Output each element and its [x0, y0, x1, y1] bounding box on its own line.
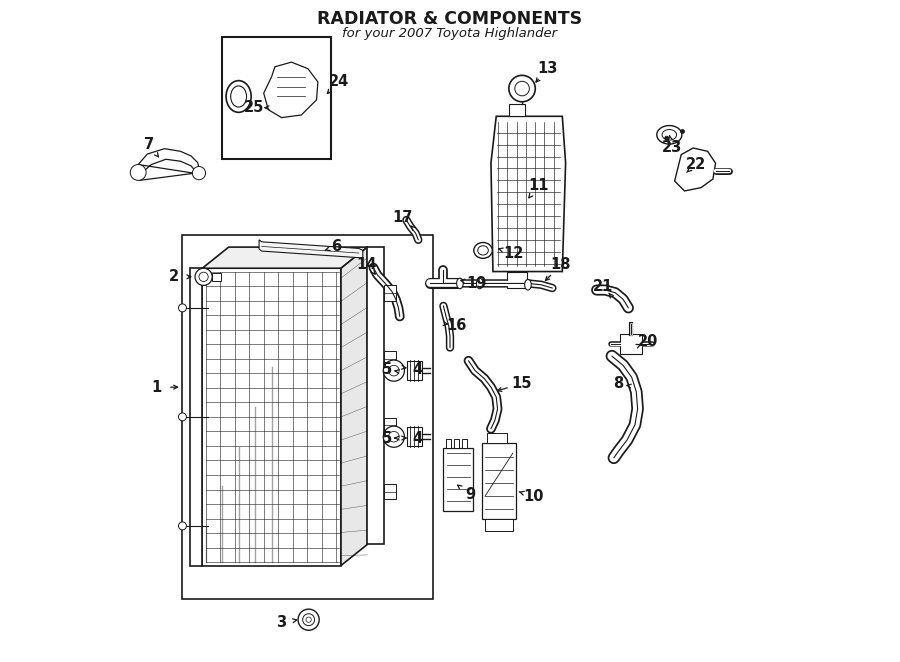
Text: 11: 11 — [528, 178, 549, 193]
Text: 16: 16 — [446, 318, 467, 333]
Text: 4: 4 — [412, 362, 422, 377]
Bar — [212, 273, 220, 281]
Circle shape — [298, 609, 320, 630]
Bar — [384, 352, 396, 367]
Bar — [367, 247, 384, 544]
Text: 6: 6 — [331, 239, 341, 254]
Text: 19: 19 — [466, 276, 487, 291]
Bar — [191, 268, 202, 565]
Text: 3: 3 — [276, 616, 286, 630]
Text: 2: 2 — [169, 269, 179, 285]
Bar — [485, 519, 513, 531]
Text: 18: 18 — [551, 258, 572, 273]
Bar — [384, 484, 396, 499]
Text: 12: 12 — [503, 246, 524, 261]
Text: 20: 20 — [638, 334, 659, 349]
Circle shape — [665, 136, 669, 140]
Text: 7: 7 — [144, 137, 154, 152]
Text: 25: 25 — [244, 100, 265, 115]
Bar — [384, 285, 396, 301]
Circle shape — [193, 167, 205, 179]
Circle shape — [508, 75, 536, 102]
Text: 15: 15 — [511, 377, 532, 391]
Bar — [454, 439, 459, 448]
Polygon shape — [675, 148, 716, 191]
Polygon shape — [491, 117, 565, 271]
Circle shape — [383, 360, 404, 381]
Circle shape — [302, 614, 315, 626]
Text: for your 2007 Toyota Highlander: for your 2007 Toyota Highlander — [342, 27, 558, 40]
Polygon shape — [341, 247, 367, 565]
Text: 22: 22 — [686, 157, 706, 172]
Text: 23: 23 — [662, 140, 682, 155]
Text: 21: 21 — [593, 279, 614, 293]
Circle shape — [199, 272, 208, 281]
Bar — [202, 268, 341, 565]
Circle shape — [178, 304, 186, 312]
Text: 1: 1 — [151, 379, 161, 395]
Bar — [222, 37, 331, 160]
Text: 10: 10 — [523, 489, 544, 504]
Circle shape — [515, 81, 529, 96]
Circle shape — [680, 130, 685, 134]
Bar — [487, 433, 507, 444]
Bar — [620, 334, 642, 354]
Bar — [183, 235, 434, 598]
Ellipse shape — [226, 81, 251, 113]
Circle shape — [178, 522, 186, 530]
Circle shape — [389, 365, 399, 376]
Circle shape — [178, 413, 186, 421]
Ellipse shape — [478, 246, 489, 255]
Text: 24: 24 — [328, 73, 349, 89]
Text: 17: 17 — [392, 210, 412, 225]
Ellipse shape — [473, 242, 492, 258]
Circle shape — [389, 432, 399, 442]
Polygon shape — [259, 240, 363, 260]
Ellipse shape — [662, 130, 677, 140]
Text: 9: 9 — [464, 487, 475, 502]
Text: RADIATOR & COMPONENTS: RADIATOR & COMPONENTS — [318, 10, 582, 28]
Bar — [509, 105, 525, 117]
Polygon shape — [202, 247, 367, 268]
Bar — [407, 428, 421, 446]
Ellipse shape — [476, 278, 483, 289]
Polygon shape — [264, 62, 318, 118]
Circle shape — [383, 426, 404, 448]
Bar — [444, 448, 473, 510]
Text: 5: 5 — [382, 362, 392, 377]
Text: 13: 13 — [537, 61, 558, 75]
Ellipse shape — [230, 86, 247, 107]
Ellipse shape — [525, 279, 531, 290]
Text: 14: 14 — [356, 258, 377, 273]
Circle shape — [195, 268, 212, 285]
Bar — [482, 444, 516, 519]
Bar — [462, 439, 467, 448]
Bar — [407, 361, 421, 380]
Text: 8: 8 — [613, 377, 624, 391]
Text: 5: 5 — [382, 430, 392, 446]
Text: 4: 4 — [412, 430, 422, 446]
Ellipse shape — [657, 126, 682, 144]
Polygon shape — [139, 149, 201, 180]
Circle shape — [130, 165, 146, 180]
Circle shape — [306, 617, 311, 622]
Bar — [507, 271, 526, 288]
Bar — [384, 418, 396, 434]
Ellipse shape — [456, 278, 464, 289]
Bar — [446, 439, 451, 448]
